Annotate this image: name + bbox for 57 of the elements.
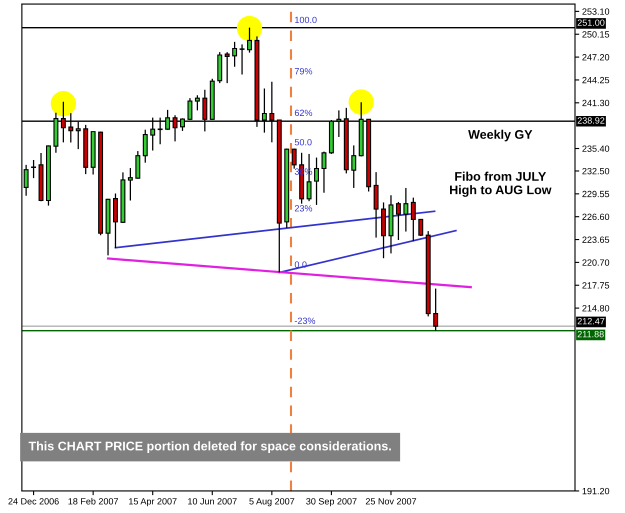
candlestick bbox=[128, 167, 133, 202]
point bbox=[236, 16, 262, 42]
annotation: This CHART PRICE portion deleted for space considerations. bbox=[28, 441, 391, 453]
annotation: 79% bbox=[294, 68, 312, 74]
annotation: 50.0 bbox=[294, 139, 312, 146]
y-tick-label: 244.25 bbox=[582, 76, 610, 84]
x-tick-label: 15 Apr 2007 bbox=[129, 498, 177, 506]
ref-line-label: 212.47 bbox=[578, 318, 604, 324]
x-tick-label: 10 Jun 2007 bbox=[188, 498, 237, 505]
candlestick bbox=[292, 148, 297, 170]
candlestick bbox=[31, 159, 36, 179]
y-tick-label: 223.65 bbox=[582, 236, 610, 243]
candlestick bbox=[113, 192, 118, 249]
y-tick-label: 226.60 bbox=[582, 214, 610, 220]
point bbox=[50, 90, 76, 116]
y-tick-label: 229.55 bbox=[582, 190, 610, 198]
candlestick bbox=[240, 44, 245, 76]
candlestick bbox=[232, 41, 238, 68]
candlestick bbox=[418, 218, 424, 237]
candlestick bbox=[433, 288, 438, 332]
ref-line-label: 238.92 bbox=[578, 117, 604, 124]
y-tick-label: 191.20 bbox=[582, 488, 610, 494]
candlestick bbox=[321, 150, 326, 194]
x-tick-label: 18 Feb 2007 bbox=[68, 498, 118, 505]
candlestick bbox=[224, 52, 230, 84]
candlestick bbox=[403, 187, 408, 232]
candlestick bbox=[247, 27, 252, 54]
ref-line-label: 211.88 bbox=[578, 330, 604, 338]
y-tick-label: 235.40 bbox=[582, 145, 610, 152]
y-tick-label: 253.10 bbox=[582, 8, 610, 15]
candlestick bbox=[351, 144, 356, 189]
candlestick bbox=[194, 94, 200, 111]
x-tick-label: 30 Sep 2007 bbox=[306, 498, 357, 506]
x-tick-label: 24 Dec 2006 bbox=[8, 498, 59, 505]
y-tick-label: 247.20 bbox=[582, 54, 610, 60]
annotation: Fibo from JULY High to AUG Low bbox=[450, 172, 552, 197]
candlestick bbox=[396, 201, 401, 241]
point bbox=[348, 89, 374, 115]
y-tick-label: 250.15 bbox=[582, 31, 610, 38]
annotation: 23% bbox=[294, 205, 312, 212]
candlestick bbox=[410, 197, 416, 242]
y-tick-label: 241.30 bbox=[582, 100, 610, 106]
x-tick-label: 25 Nov 2007 bbox=[366, 498, 416, 505]
ref-line-label: 251.00 bbox=[578, 19, 604, 26]
x-tick-label: 5 Aug 2007 bbox=[249, 498, 294, 506]
annotation: -23% bbox=[294, 318, 316, 324]
y-tick-label: 217.75 bbox=[582, 282, 610, 289]
y-tick-label: 232.50 bbox=[582, 168, 610, 174]
annotation: 62% bbox=[294, 110, 312, 116]
candlestick bbox=[374, 172, 379, 238]
annotation: Weekly GY bbox=[468, 130, 532, 142]
annotation: 100.0 bbox=[295, 16, 317, 24]
y-tick-label: 220.70 bbox=[582, 259, 610, 266]
y-tick-label: 214.80 bbox=[582, 305, 610, 312]
candlestick bbox=[314, 156, 319, 206]
candlestick bbox=[135, 150, 140, 180]
candlestick bbox=[142, 129, 148, 164]
